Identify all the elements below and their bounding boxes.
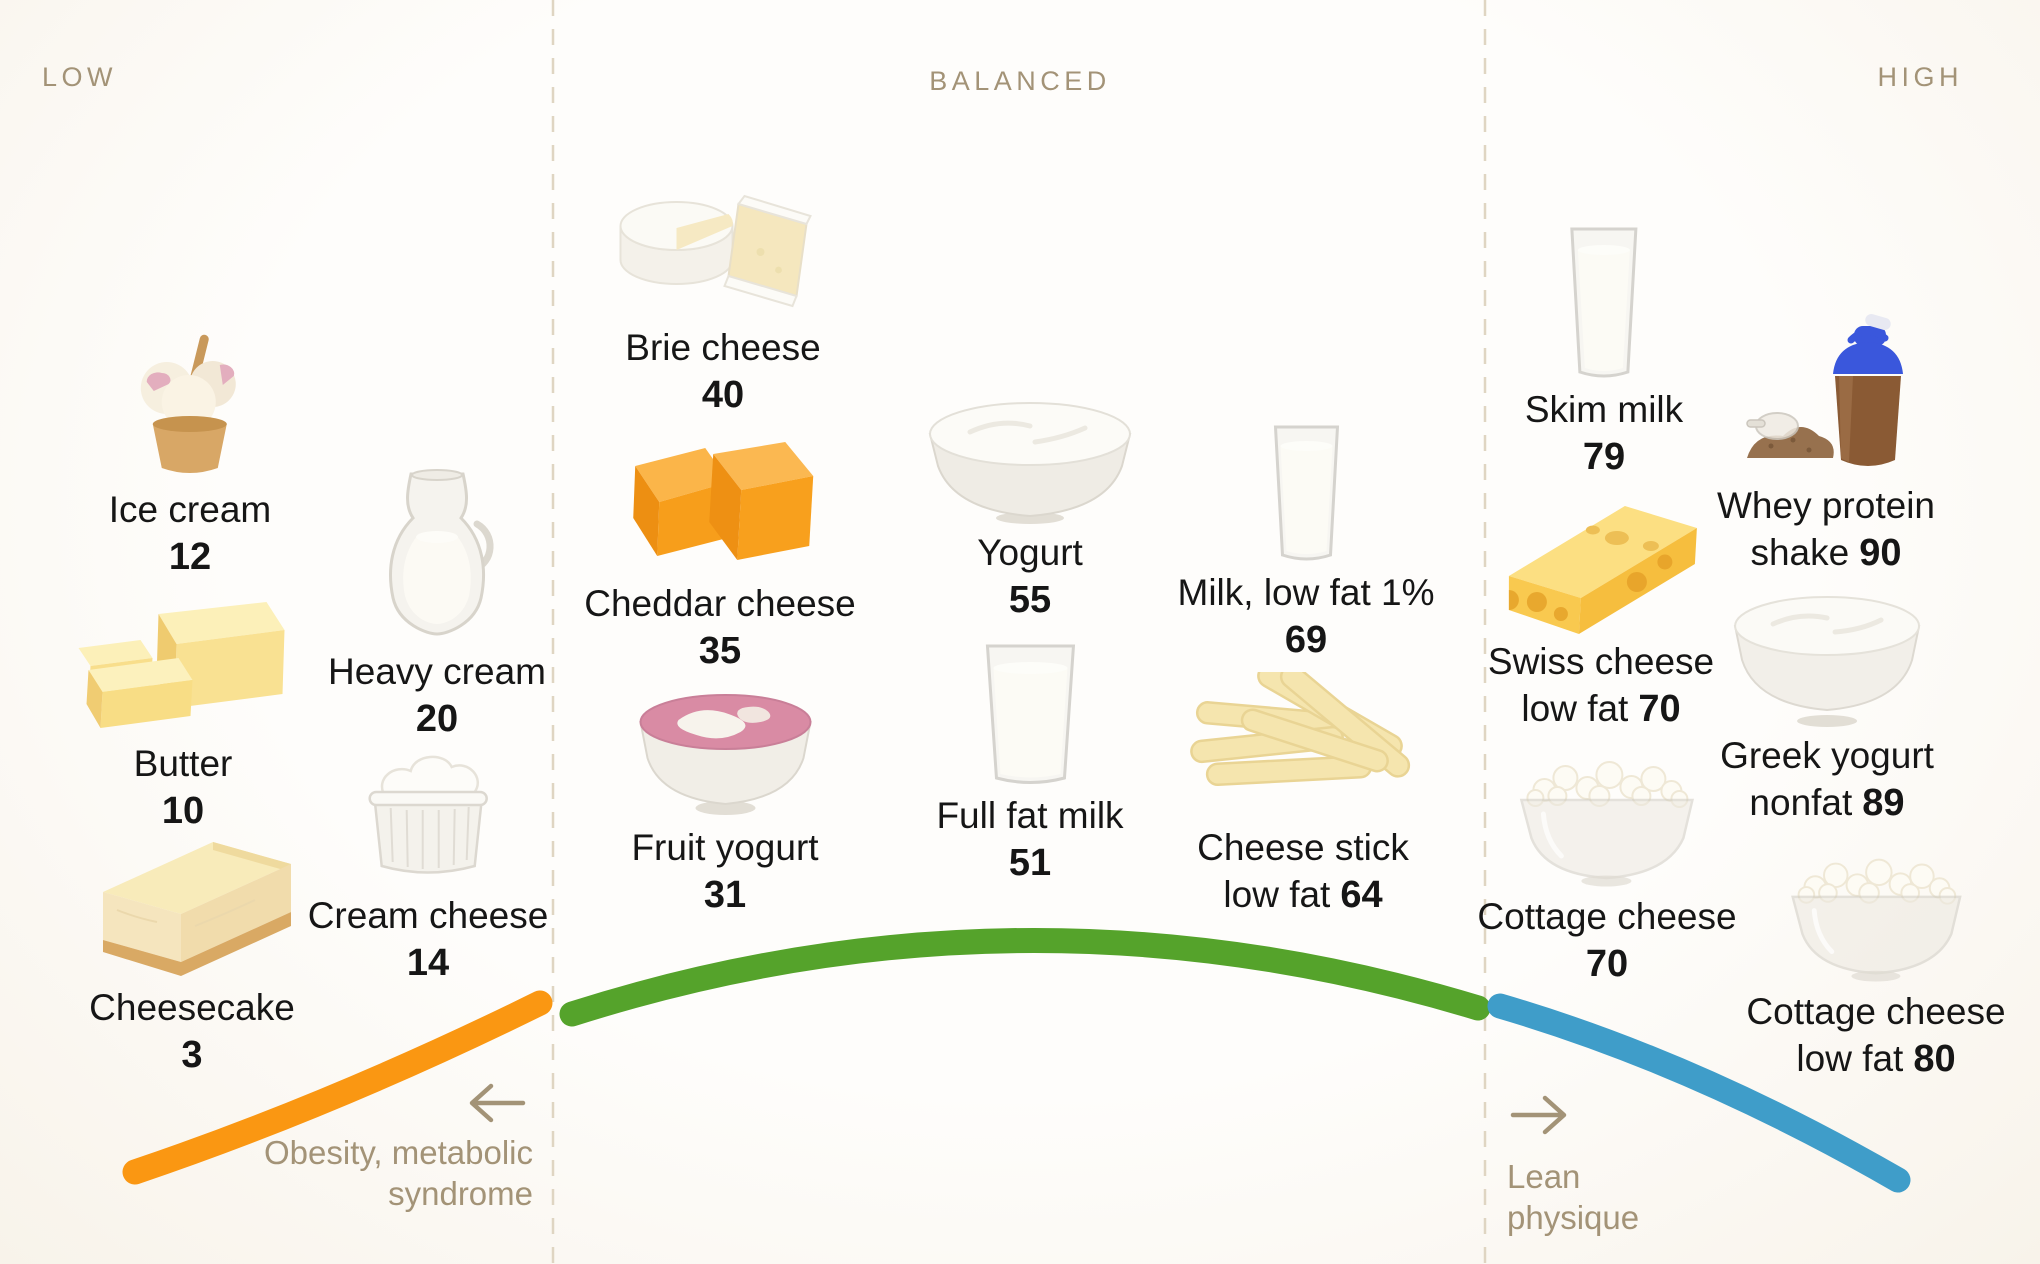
milk-glass-small-icon	[1264, 422, 1348, 565]
food-score: 20	[415, 697, 459, 740]
cheesecake-icon	[87, 822, 297, 980]
food-score: 89	[1862, 781, 1905, 824]
high-end-caption: Lean physique	[1507, 1156, 1639, 1239]
food-name: Milk, low fat 1%	[1177, 572, 1435, 613]
food-name: Yogurt	[977, 532, 1083, 573]
low-end-caption-line2: syndrome	[388, 1175, 533, 1213]
section-label-high: HIGH	[1877, 62, 1963, 92]
cheddar-icon	[618, 424, 823, 576]
food-item-skim-milk: Skim milk 79	[1525, 224, 1683, 481]
left-arrow-icon	[469, 1083, 526, 1123]
food-item-milk-low-fat: Milk, low fat 1% 69	[1177, 422, 1435, 664]
food-item-swiss-cheese: Swiss cheese low fat 70	[1488, 486, 1714, 733]
food-item-cottage-cheese-low-fat: Cottage cheese low fat 80	[1746, 842, 2006, 1083]
fruit-yogurt-bowl-icon	[623, 658, 828, 820]
balanced-curve	[559, 927, 1491, 1027]
greek-yogurt-bowl-icon	[1723, 588, 1931, 728]
food-score: 35	[698, 629, 742, 672]
food-score: 14	[406, 941, 450, 984]
cottage-cheese-bowl-icon	[1777, 842, 1975, 984]
food-name: Swiss cheese	[1487, 641, 1715, 682]
food-name: Fruit yogurt	[631, 827, 819, 868]
food-subname: low fat	[1521, 687, 1629, 729]
high-curve	[1487, 993, 1911, 1193]
food-name: Skim milk	[1524, 389, 1684, 430]
high-end-caption-line1: Lean	[1507, 1158, 1581, 1195]
ice-cream-icon	[125, 332, 255, 482]
food-name: Cottage cheese	[1477, 896, 1737, 937]
cream-jug-icon	[377, 466, 497, 644]
food-name: Ice cream	[108, 489, 272, 530]
section-label-low: LOW	[42, 62, 118, 92]
section-label-balanced: BALANCED	[929, 66, 1111, 96]
low-end-caption-line1: Obesity, metabolic	[264, 1134, 533, 1171]
food-score: 80	[1913, 1037, 1956, 1080]
food-name: Butter	[133, 743, 233, 784]
right-arrow-icon	[1510, 1095, 1567, 1135]
food-subname: shake	[1750, 531, 1850, 573]
food-name: Cheese stick	[1197, 827, 1409, 868]
food-score: 3	[181, 1033, 203, 1076]
food-item-cheddar-cheese: Cheddar cheese 35	[584, 424, 856, 675]
food-score: 10	[161, 789, 205, 832]
food-name: Greek yogurt	[1720, 735, 1934, 776]
food-name: Whey protein	[1717, 485, 1935, 526]
food-subname: low fat	[1223, 873, 1331, 915]
food-score: 51	[1008, 841, 1052, 884]
milk-glass-icon	[971, 640, 1089, 788]
food-score: 40	[701, 373, 745, 416]
food-item-greek-yogurt: Greek yogurt nonfat 89	[1720, 588, 1934, 827]
food-score: 31	[703, 873, 747, 916]
food-score: 70	[1638, 687, 1681, 730]
food-name: Cream cheese	[307, 895, 549, 936]
food-item-full-fat-milk: Full fat milk 51	[936, 640, 1124, 887]
food-item-cream-cheese: Cream cheese 14	[307, 740, 549, 987]
food-item-brie-cheese: Brie cheese 40	[611, 160, 836, 419]
food-score: 64	[1340, 873, 1383, 916]
high-end-caption-line2: physique	[1507, 1199, 1640, 1237]
food-name: Cheesecake	[89, 987, 295, 1028]
swiss-cheese-wedge-icon	[1499, 486, 1704, 634]
butter-icon	[71, 586, 296, 736]
food-item-cheese-stick: Cheese stick low fat 64	[1183, 663, 1423, 919]
food-name: Cottage cheese	[1746, 991, 2006, 1032]
yogurt-bowl-icon	[915, 392, 1145, 525]
food-name: Brie cheese	[625, 327, 821, 368]
food-score: 79	[1582, 435, 1626, 478]
food-item-whey-protein-shake: Whey protein shake 90	[1717, 312, 1935, 577]
food-score: 55	[1008, 578, 1052, 621]
food-item-cheesecake: Cheesecake 3	[87, 822, 297, 1079]
tall-milk-glass-icon	[1562, 224, 1646, 382]
low-end-caption: Obesity, metabolic syndrome	[264, 1132, 533, 1215]
cottage-cheese-bowl-icon	[1510, 744, 1705, 889]
food-subname: low fat	[1796, 1037, 1904, 1079]
food-name: Heavy cream	[328, 651, 546, 692]
food-item-cottage-cheese: Cottage cheese 70	[1477, 744, 1737, 988]
food-name: Cheddar cheese	[584, 583, 856, 624]
food-name: Full fat milk	[936, 795, 1124, 836]
food-score: 70	[1585, 942, 1629, 985]
food-item-butter: Butter 10	[71, 586, 296, 835]
food-subname: nonfat	[1749, 781, 1853, 823]
ramekin-icon	[350, 740, 505, 888]
food-item-yogurt: Yogurt 55	[915, 392, 1145, 624]
low-curve	[122, 990, 553, 1185]
protein-shaker-icon	[1741, 312, 1911, 478]
food-item-heavy-cream: Heavy cream 20	[328, 466, 546, 743]
food-item-ice-cream: Ice cream 12	[109, 332, 271, 581]
brie-icon	[611, 160, 836, 320]
food-score: 69	[1284, 618, 1328, 661]
cheese-sticks-icon	[1183, 663, 1423, 820]
food-score: 90	[1859, 531, 1902, 574]
food-item-fruit-yogurt: Fruit yogurt 31	[623, 658, 828, 919]
food-score: 12	[168, 535, 212, 578]
